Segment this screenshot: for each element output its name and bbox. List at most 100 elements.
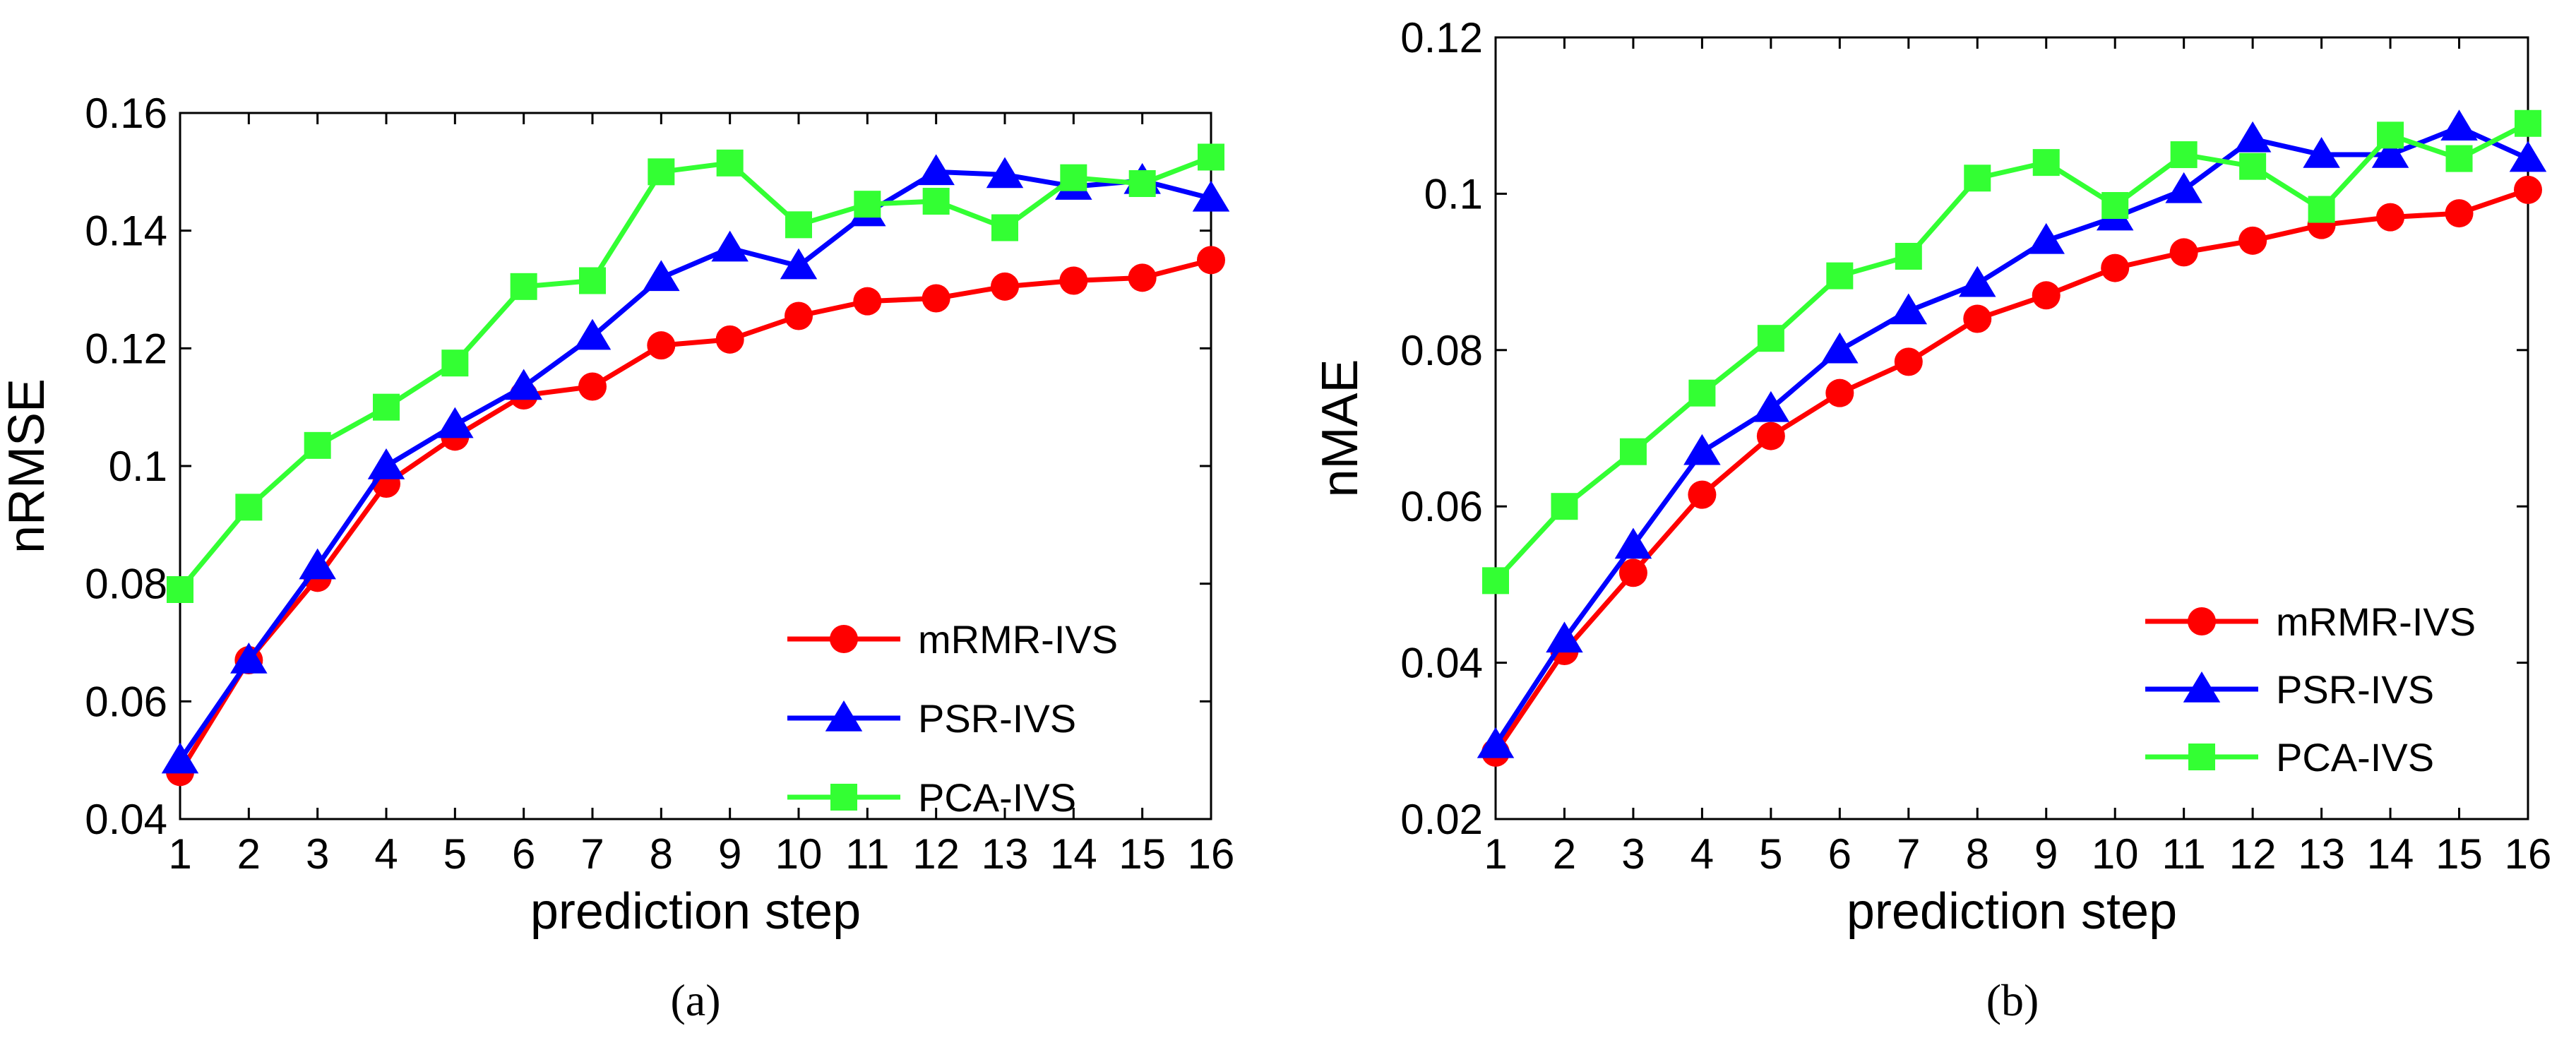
x-tick-label: 12 <box>2229 830 2277 878</box>
data-point-PCA-IVS <box>2308 196 2335 223</box>
x-tick-label: 12 <box>912 830 960 878</box>
data-point-PSR-IVS <box>1752 390 1790 422</box>
legend-marker-PCA-IVS <box>2188 744 2215 770</box>
data-point-mRMR-IVS <box>1197 246 1225 275</box>
data-point-PSR-IVS <box>299 548 336 580</box>
data-point-PCA-IVS <box>373 393 400 421</box>
x-tick-label: 13 <box>982 830 1029 878</box>
data-point-PCA-IVS <box>1128 170 1156 197</box>
data-point-PCA-IVS <box>1619 438 1647 465</box>
x-tick-label: 8 <box>650 830 673 878</box>
data-point-mRMR-IVS <box>853 287 882 316</box>
data-point-PCA-IVS <box>1551 493 1578 520</box>
data-point-mRMR-IVS <box>2445 199 2474 228</box>
x-tick-label: 16 <box>1188 830 1235 878</box>
data-point-PSR-IVS <box>367 448 405 479</box>
data-point-PCA-IVS <box>1826 262 1854 289</box>
legend-label: mRMR-IVS <box>2276 599 2476 644</box>
x-tick-label: 10 <box>775 830 823 878</box>
legend-marker-PCA-IVS <box>830 784 857 811</box>
x-tick-label: 3 <box>1621 830 1645 878</box>
data-point-PCA-IVS <box>2515 109 2541 137</box>
data-point-PCA-IVS <box>235 494 263 521</box>
data-point-PSR-IVS <box>1192 180 1230 212</box>
legend-marker-PSR-IVS <box>2183 671 2221 703</box>
data-point-PCA-IVS <box>2445 145 2473 172</box>
data-point-mRMR-IVS <box>922 284 950 313</box>
data-point-PSR-IVS <box>1546 621 1583 653</box>
data-point-PCA-IVS <box>716 149 744 177</box>
data-point-mRMR-IVS <box>1688 480 1717 509</box>
data-point-PCA-IVS <box>167 576 193 603</box>
data-point-mRMR-IVS <box>1618 559 1647 587</box>
data-point-mRMR-IVS <box>785 301 813 330</box>
data-point-mRMR-IVS <box>991 272 1019 301</box>
data-point-PSR-IVS <box>711 230 749 262</box>
x-tick-label: 6 <box>512 830 535 878</box>
x-axis-label: prediction step <box>1847 883 2177 940</box>
data-point-mRMR-IVS <box>1894 347 1923 376</box>
data-point-mRMR-IVS <box>647 331 676 360</box>
data-point-mRMR-IVS <box>2032 281 2061 310</box>
y-tick-label: 0.06 <box>1400 483 1483 530</box>
legend-label: PSR-IVS <box>918 696 1076 741</box>
legend-label: PSR-IVS <box>2276 667 2434 712</box>
data-point-PSR-IVS <box>917 154 955 186</box>
data-point-PCA-IVS <box>1198 143 1224 171</box>
data-point-PSR-IVS <box>1959 265 1996 297</box>
legend-label: mRMR-IVS <box>918 617 1118 662</box>
x-tick-label: 5 <box>1759 830 1782 878</box>
data-point-PCA-IVS <box>2239 153 2267 180</box>
data-point-PCA-IVS <box>510 273 537 300</box>
data-point-PCA-IVS <box>648 158 675 186</box>
data-point-PSR-IVS <box>2234 121 2272 153</box>
data-point-PCA-IVS <box>1895 242 1922 270</box>
data-point-PSR-IVS <box>1477 727 1515 758</box>
data-point-PCA-IVS <box>785 211 812 239</box>
x-tick-label: 14 <box>2367 830 2414 878</box>
x-tick-label: 11 <box>2162 830 2206 878</box>
data-point-mRMR-IVS <box>2238 226 2267 255</box>
data-point-PCA-IVS <box>1757 325 1784 352</box>
x-tick-label: 15 <box>1119 830 1166 878</box>
data-point-PCA-IVS <box>991 214 1018 241</box>
data-point-PCA-IVS <box>2170 141 2198 169</box>
data-point-PSR-IVS <box>986 157 1024 189</box>
data-point-mRMR-IVS <box>1756 422 1785 450</box>
data-point-mRMR-IVS <box>2101 253 2130 282</box>
x-tick-label: 1 <box>1484 830 1507 878</box>
x-tick-label: 1 <box>168 830 191 878</box>
legend-marker-mRMR-IVS <box>2188 607 2216 635</box>
x-tick-label: 9 <box>718 830 741 878</box>
panel-caption: (b) <box>1986 975 2039 1025</box>
y-tick-label: 0.02 <box>1400 796 1483 843</box>
x-tick-label: 2 <box>1553 830 1576 878</box>
legend-marker-PSR-IVS <box>825 700 863 732</box>
data-point-PSR-IVS <box>230 643 268 674</box>
legend-marker-mRMR-IVS <box>830 625 858 653</box>
x-tick-label: 13 <box>2298 830 2345 878</box>
data-point-PCA-IVS <box>1688 379 1716 407</box>
y-axis-label: nRMSE <box>0 378 55 554</box>
panel-caption: (a) <box>670 975 720 1025</box>
y-axis-label: nMAE <box>1312 359 1368 497</box>
data-point-mRMR-IVS <box>715 325 744 354</box>
data-point-PSR-IVS <box>1614 527 1652 559</box>
data-point-mRMR-IVS <box>1128 263 1157 292</box>
data-point-PCA-IVS <box>922 188 950 215</box>
legend-label: PCA-IVS <box>2276 735 2434 780</box>
y-tick-label: 0.12 <box>1400 14 1483 61</box>
y-tick-label: 0.08 <box>1400 327 1483 374</box>
data-point-mRMR-IVS <box>1963 304 1992 333</box>
data-point-PSR-IVS <box>2371 137 2409 168</box>
x-tick-label: 8 <box>1966 830 1989 878</box>
plot-frame <box>1494 36 2529 820</box>
data-point-PSR-IVS <box>436 407 474 438</box>
data-point-PCA-IVS <box>304 431 331 459</box>
data-point-mRMR-IVS <box>2514 175 2542 204</box>
x-tick-label: 14 <box>1050 830 1097 878</box>
series-line-PSR-IVS <box>1493 124 2529 746</box>
y-tick-label: 0.06 <box>85 678 167 725</box>
data-point-PSR-IVS <box>1890 293 1928 325</box>
data-point-PCA-IVS <box>1482 567 1509 595</box>
